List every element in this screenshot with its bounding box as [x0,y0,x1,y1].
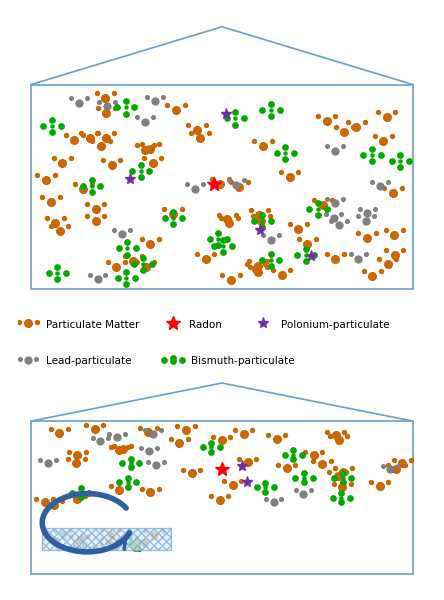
Text: Particulate Matter: Particulate Matter [46,320,140,329]
Text: Radon: Radon [189,320,222,329]
Text: Lead-particulate: Lead-particulate [46,356,132,366]
Text: Polonium-particulate: Polonium-particulate [281,320,390,329]
FancyBboxPatch shape [42,528,171,550]
Text: Bismuth-particulate: Bismuth-particulate [191,356,295,366]
